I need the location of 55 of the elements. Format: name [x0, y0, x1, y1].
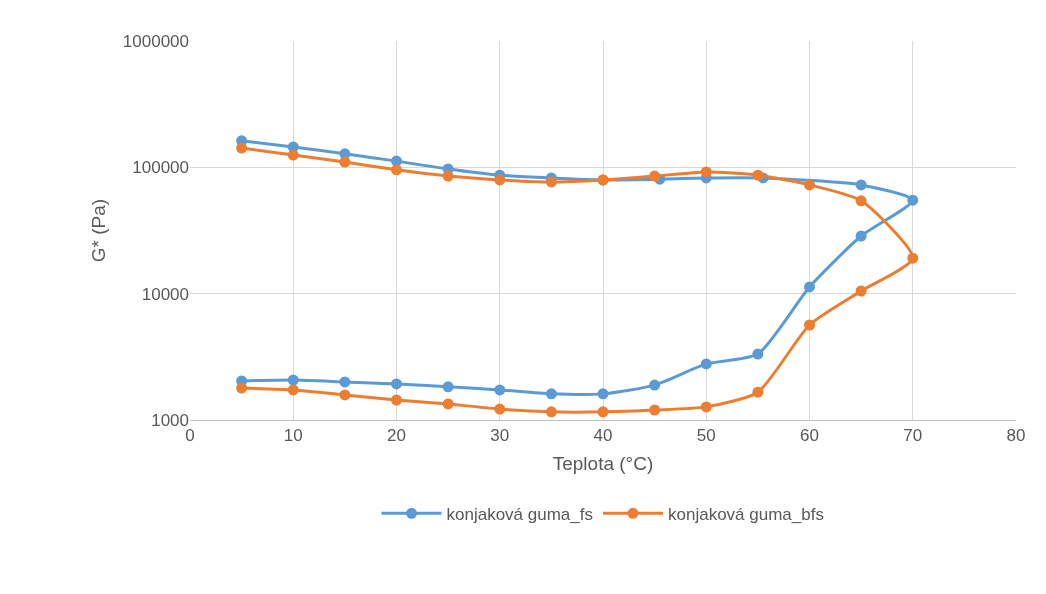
point: [545, 176, 557, 188]
point: [597, 388, 609, 400]
point: [752, 169, 764, 181]
point: [287, 149, 299, 161]
point: [391, 394, 402, 406]
point: [391, 164, 402, 176]
point: [287, 374, 299, 386]
point: [442, 381, 454, 393]
point: [907, 194, 919, 206]
legend-label: konjaková guma_fs: [446, 504, 593, 524]
point: [442, 170, 454, 182]
point: [700, 358, 712, 370]
point: [752, 386, 764, 398]
point: [545, 406, 557, 418]
point: [236, 382, 248, 394]
x-tick-label: 60: [800, 426, 819, 446]
point: [804, 319, 815, 331]
x-tick-label: 40: [593, 426, 613, 446]
legend-label: konjaková guma_bfs: [667, 504, 824, 524]
point: [494, 403, 506, 415]
y-tick-label: 100000: [132, 158, 189, 178]
y-tick-label: 10000: [141, 284, 189, 304]
point: [700, 166, 712, 178]
point: [545, 388, 557, 400]
point: [855, 285, 867, 297]
x-tick-label: 20: [387, 426, 406, 446]
x-tick-label: 30: [490, 426, 510, 446]
y-tick-label: 1000000: [122, 31, 189, 51]
x-axis-title: Teplota (°C): [552, 453, 654, 475]
x-tick-label: 10: [283, 426, 303, 446]
point: [494, 174, 506, 186]
point: [391, 378, 402, 390]
point: [236, 142, 248, 154]
point: [339, 389, 351, 401]
point: [649, 379, 661, 391]
point: [649, 170, 661, 182]
point: [597, 406, 609, 418]
point: [855, 230, 867, 242]
point: [287, 384, 299, 396]
point: [804, 179, 815, 191]
x-tick-label: 70: [903, 426, 923, 446]
y-axis-title: G* (Pa): [87, 198, 109, 263]
point: [855, 179, 867, 191]
x-tick-label: 50: [696, 426, 716, 446]
point: [907, 252, 919, 264]
point: [804, 281, 815, 293]
x-tick-label: 80: [1006, 426, 1026, 446]
point: [494, 384, 506, 396]
point: [339, 376, 351, 388]
point: [339, 156, 351, 168]
point: [752, 348, 764, 360]
point: [855, 195, 867, 207]
point: [442, 398, 454, 410]
point: [700, 401, 712, 413]
point: [649, 404, 661, 416]
